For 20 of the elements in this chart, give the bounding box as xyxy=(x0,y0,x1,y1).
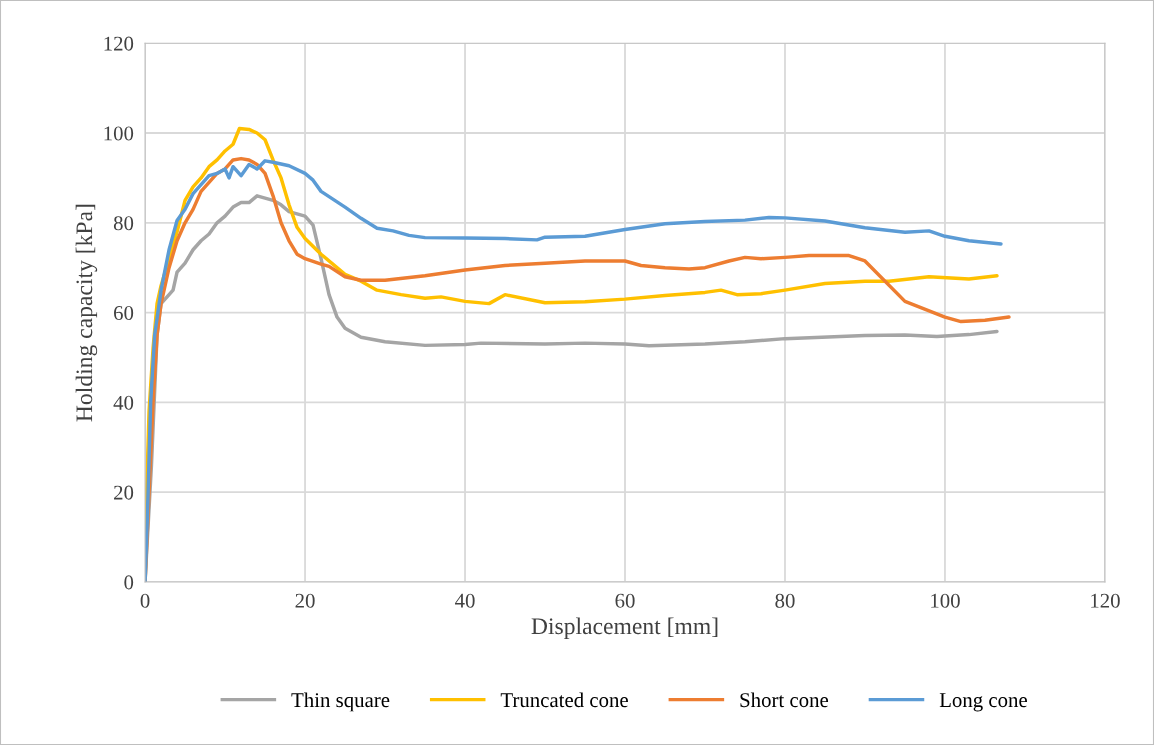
x-tick-label: 120 xyxy=(1091,593,1120,608)
y-axis-title: Holding capacity [kPa] xyxy=(75,204,98,422)
x-tick-label: 80 xyxy=(775,593,795,608)
x-tick-label: 40 xyxy=(455,593,475,608)
y-tick-label: 20 xyxy=(114,485,134,500)
y-tick-label: 120 xyxy=(104,36,134,51)
y-tick-label: 80 xyxy=(113,216,134,231)
x-tick-label: 100 xyxy=(931,593,960,608)
y-tick-label: 60 xyxy=(114,305,134,321)
y-tick-label: 100 xyxy=(104,126,134,141)
legend-label: Thin square xyxy=(291,692,390,712)
legend-label: Long cone xyxy=(939,693,1027,712)
x-tick-label: 60 xyxy=(615,593,635,608)
x-tick-label: 20 xyxy=(295,593,315,608)
x-axis-title: Displacement [mm] xyxy=(531,617,718,639)
x-tick-label: 0 xyxy=(140,593,150,608)
y-tick-label: 40 xyxy=(113,395,134,410)
legend-label: Truncated cone xyxy=(500,692,628,708)
legend-label: Short cone xyxy=(740,692,829,708)
y-tick-label: 0 xyxy=(124,575,134,590)
